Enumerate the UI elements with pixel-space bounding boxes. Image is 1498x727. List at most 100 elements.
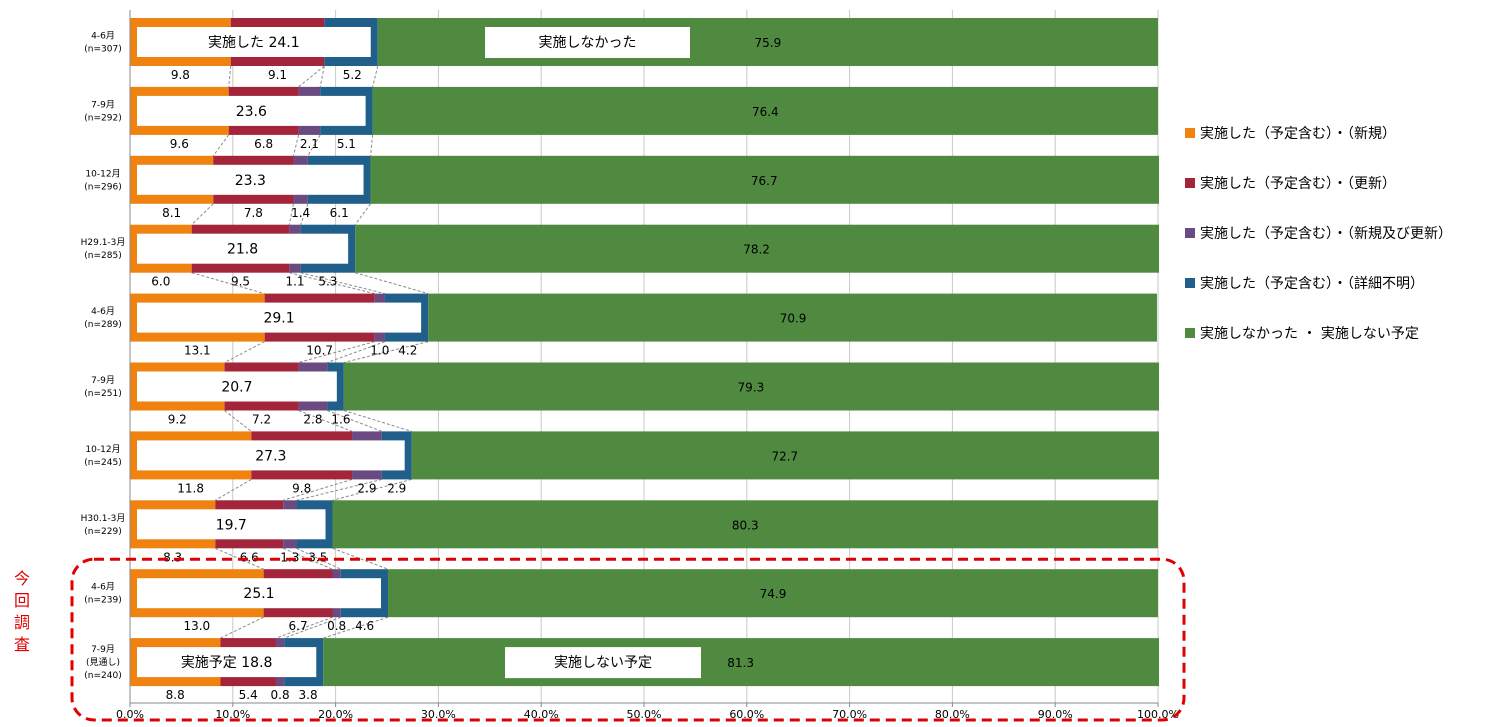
y-axis: 4-6月 (n=307) 7-9月 (n=292) 10-12月 (n=296) H29.1…: [81, 10, 131, 703]
connector-line: [284, 616, 341, 639]
bar-segment: [332, 500, 1158, 549]
category-label: 10-12月: [85, 444, 120, 455]
not-implemented-value: 76.7: [751, 174, 778, 188]
connector-line: [300, 272, 386, 295]
segment-value-label: 5.1: [337, 137, 356, 151]
implemented-total-label: 21.8: [227, 242, 258, 258]
not-implemented-value: 79.3: [738, 381, 765, 395]
category-label: 4-6月: [91, 582, 115, 593]
legend-label: 実施した（予定含む）・（更新）: [1200, 176, 1396, 192]
implemented-total-label: 25.1: [243, 586, 274, 602]
category-label: 7-9月: [91, 99, 115, 110]
not-implemented-value: 72.7: [771, 449, 798, 463]
current-survey-box: [70, 557, 1186, 722]
legend-label: 実施した（予定含む）・（詳細不明）: [1200, 276, 1424, 292]
segment-value-label: 9.2: [168, 413, 187, 427]
segment-value-label: 7.2: [252, 413, 271, 427]
not-implemented-label: 実施しなかった: [539, 35, 637, 51]
implemented-total-label: 19.7: [216, 517, 247, 533]
segment-value-label: 2.8: [303, 413, 322, 427]
connector-line: [215, 478, 252, 501]
implemented-total-box: [137, 233, 349, 264]
category-label: (n=292): [84, 113, 121, 123]
segment-value-label: 7.8: [244, 206, 263, 220]
category-label: 7-9月: [91, 375, 115, 386]
segment-value-label: 2.9: [387, 481, 406, 495]
connector-line: [220, 616, 264, 639]
implemented-total-label: 23.3: [235, 173, 266, 189]
implemented-total-label: 27.3: [255, 448, 286, 464]
x-axis: 0.0% 10.0% 20.0% 30.0% 40.0% 50.0% 60.0% 70.0% 8…: [116, 702, 1179, 721]
segment-value-label: 1.1: [285, 275, 304, 289]
x-tick-label: 40.0%: [524, 708, 559, 721]
connector-line: [292, 134, 300, 156]
segment-value-label: 3.5: [308, 550, 327, 564]
connector-line: [332, 478, 412, 501]
segment-value-label: 4.6: [355, 619, 374, 633]
x-tick-label: 60.0%: [729, 708, 764, 721]
segment-value-label: 1.6: [331, 413, 350, 427]
category-label: (n=251): [84, 389, 121, 399]
not-implemented-label: 実施しない予定: [554, 655, 652, 671]
segment-value-label: 1.4: [291, 206, 310, 220]
legend-swatch: [1185, 228, 1195, 238]
segment-value-label: 9.8: [171, 68, 190, 82]
implemented-total-box: [137, 302, 422, 333]
category-label: (n=285): [84, 251, 121, 261]
bar-segment: [428, 293, 1157, 342]
segment-value-label: 9.1: [268, 68, 287, 82]
implemented-total-box: [137, 164, 364, 195]
segment-value-label: 4.2: [398, 344, 417, 358]
bar-segment: [323, 638, 1160, 687]
segment-value-label: 0.8: [327, 619, 346, 633]
connector-line: [343, 410, 412, 432]
connector-line: [319, 65, 325, 87]
not-implemented-value: 75.9: [755, 36, 782, 50]
connector-line: [307, 134, 321, 157]
connector-line: [327, 341, 386, 363]
connector-line: [298, 341, 375, 363]
legend-swatch: [1185, 278, 1195, 288]
segment-value-label: 6.0: [151, 275, 170, 289]
category-label: 10-12月: [85, 168, 120, 179]
x-tick-label: 100.0%: [1137, 708, 1179, 721]
x-tick-label: 80.0%: [935, 708, 970, 721]
current-survey-char: 今: [14, 569, 30, 588]
bar-segment: [355, 224, 1160, 273]
legend: 実施した（予定含む）・（新規） 実施した（予定含む）・（更新） 実施した（予定含む）…: [1185, 126, 1452, 342]
segment-value-label: 6.7: [289, 619, 308, 633]
category-label: (n=240): [84, 671, 121, 681]
not-implemented-box: [485, 27, 690, 58]
category-label: (n=296): [84, 182, 121, 192]
bar-segment: [370, 155, 1160, 204]
segment-value-label: 13.0: [183, 619, 210, 633]
segment-value-label: 8.8: [166, 688, 185, 702]
segment-value-label: 9.5: [231, 275, 250, 289]
implemented-total-box: [137, 27, 371, 57]
segment-value-label: 3.8: [299, 688, 318, 702]
category-label: H29.1-3月: [81, 237, 126, 248]
connector-line: [372, 65, 379, 88]
connector-line: [354, 203, 371, 225]
legend-label: 実施した（予定含む）・（新規及び更新）: [1200, 226, 1452, 242]
segment-value-label: 10.7: [306, 344, 333, 358]
segment-value-label: 6.8: [254, 137, 273, 151]
category-label: (n=307): [84, 45, 121, 55]
legend-swatch: [1185, 328, 1195, 338]
segment-value-label: 8.1: [162, 206, 181, 220]
connector-line: [296, 547, 341, 570]
segment-value-label: 13.1: [184, 344, 211, 358]
implemented-total-label: 実施予定 18.8: [181, 655, 273, 671]
segment-value-label: 9.8: [292, 481, 311, 495]
connector-line: [370, 134, 374, 156]
implemented-total-label: 23.6: [236, 104, 267, 120]
segment-value-label: 11.8: [177, 481, 204, 495]
implemented-total-box: [137, 578, 382, 609]
connector-line: [300, 203, 309, 225]
implemented-total-box: [137, 509, 326, 540]
x-tick-label: 20.0%: [318, 708, 353, 721]
x-tick-label: 10.0%: [215, 708, 250, 721]
connector-line: [224, 410, 252, 432]
x-tick-label: 50.0%: [627, 708, 662, 721]
segment-value-label: 0.8: [271, 688, 290, 702]
